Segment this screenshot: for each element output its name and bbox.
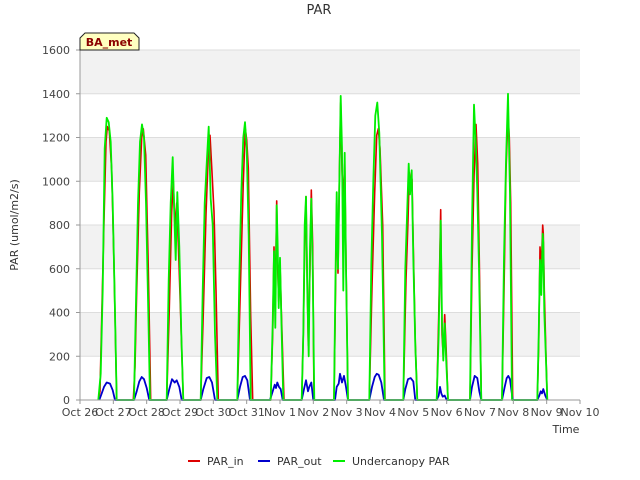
x-tick-label: Oct 26 [62,406,99,419]
y-tick-label: 800 [49,219,70,232]
y-axis-ticks: 0 200 400 600 800 1000 1200 1400 1600 [42,44,80,407]
x-tick-label: Nov 5 [397,406,429,419]
y-tick-label: 200 [49,350,70,363]
x-tick-label: Oct 28 [128,406,165,419]
y-tick-label: 600 [49,263,70,276]
x-tick-label: Nov 9 [531,406,563,419]
series-line-undercanopy-par [97,92,549,401]
station-label-background [79,32,140,51]
plot-band [80,356,580,400]
x-tick-label: Oct 27 [95,406,132,419]
legend: PAR_in PAR_out Undercanopy PAR [188,455,450,468]
plot-band [80,50,580,94]
x-tick-label: Nov 6 [431,406,463,419]
y-tick-label: 1400 [42,88,70,101]
plot-band [80,268,580,313]
x-tick-label: Nov 4 [364,406,396,419]
x-tick-label: Nov 2 [297,406,329,419]
x-tick-label: Oct 29 [162,406,199,419]
x-tick-label: Oct 31 [228,406,265,419]
legend-label-par-out: PAR_out [277,455,322,468]
y-tick-label: 1600 [42,44,70,57]
x-tick-label: Nov 8 [497,406,529,419]
x-tick-label: Nov 10 [561,406,600,419]
plot-band [80,312,580,357]
x-tick-label: Nov 7 [464,406,496,419]
plot-bands [80,50,580,400]
y-tick-label: 1200 [42,132,70,145]
station-label-box: BA_met [79,32,140,51]
chart-title: PAR [307,3,332,18]
legend-label-undercanopy-par: Undercanopy PAR [352,455,450,468]
y-tick-label: 0 [63,394,70,407]
y-tick-label: 1000 [42,175,70,188]
y-axis-title: PAR (umol/m2/s) [8,179,21,271]
x-tick-label: Oct 30 [195,406,232,419]
plot-band [80,93,580,138]
plot-band [80,137,580,182]
station-label: BA_met [86,36,133,49]
legend-label-par-in: PAR_in [207,455,244,468]
plot-band [80,225,580,269]
plot-band [80,181,580,225]
x-axis-title: Time [552,423,580,436]
x-tick-label: Nov 3 [331,406,363,419]
y-tick-label: 400 [49,307,70,320]
x-tick-label: Nov 1 [264,406,296,419]
